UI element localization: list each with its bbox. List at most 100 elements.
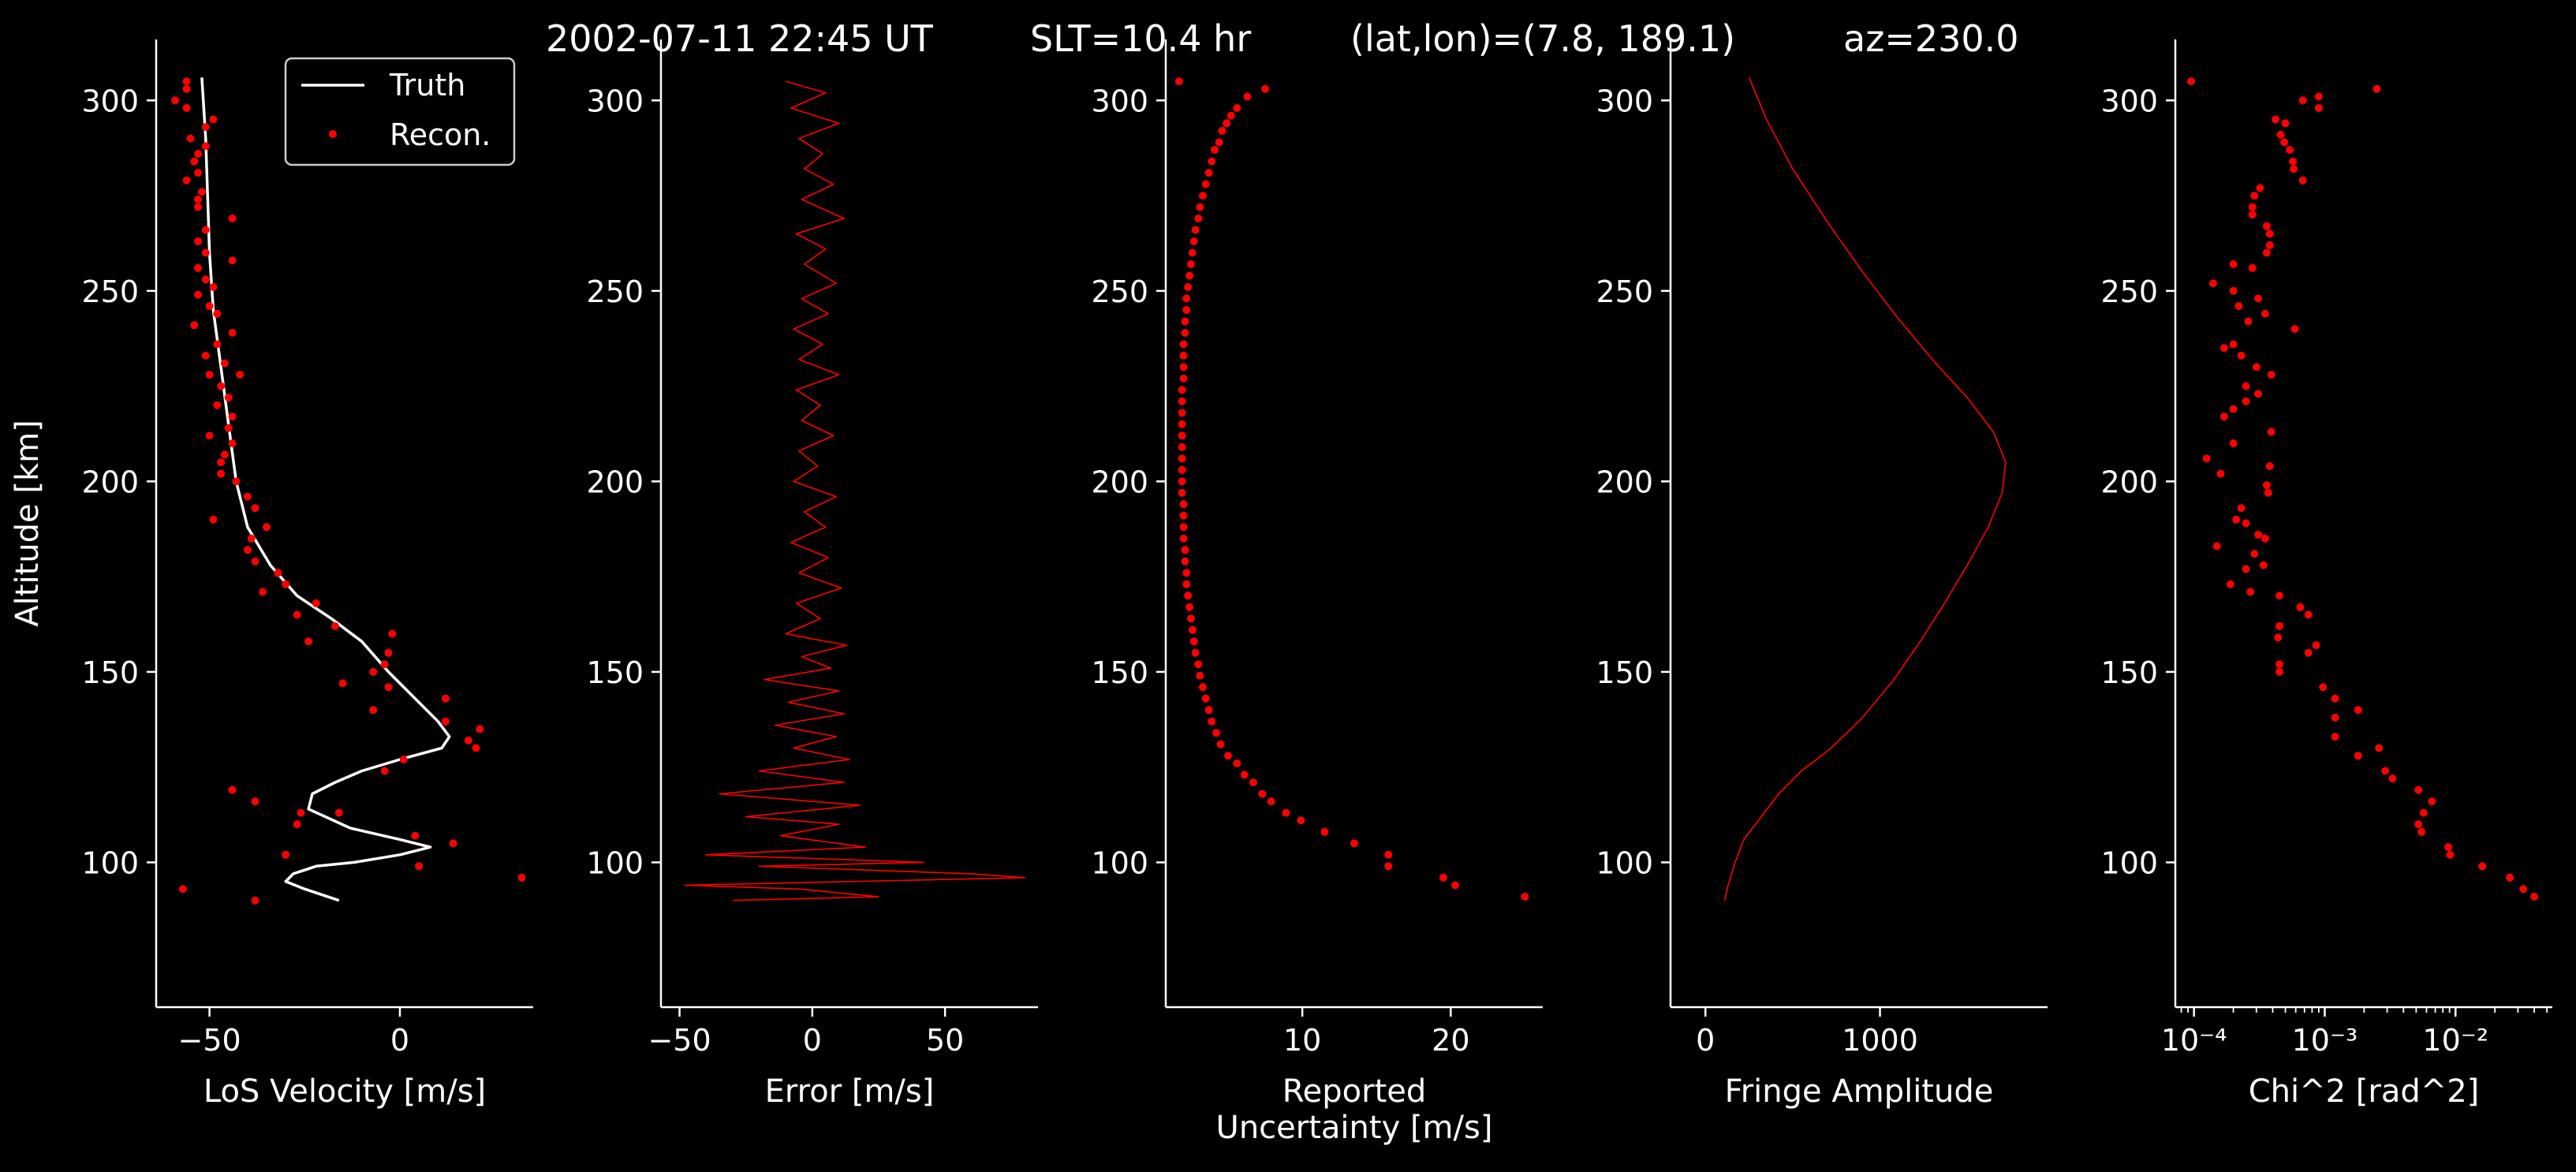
data-point <box>228 215 237 222</box>
data-point <box>182 176 191 185</box>
data-point <box>1178 420 1186 428</box>
data-point <box>2261 309 2269 318</box>
data-point <box>2275 667 2283 676</box>
data-point <box>2219 412 2228 421</box>
y-tick-label: 100 <box>81 845 139 880</box>
data-point <box>2212 542 2221 551</box>
data-point <box>2237 351 2246 360</box>
y-tick-label: 100 <box>2100 845 2158 880</box>
data-point <box>2419 808 2428 817</box>
data-point <box>205 302 214 311</box>
data-point <box>1191 648 1200 657</box>
data-point <box>2267 371 2275 379</box>
data-point <box>338 679 347 688</box>
data-point <box>1185 603 1194 611</box>
data-point <box>1201 694 1210 703</box>
data-point <box>2246 588 2255 596</box>
data-point <box>2264 488 2272 497</box>
data-point <box>2298 96 2307 105</box>
data-point <box>1384 862 1393 871</box>
y-tick-label: 200 <box>586 465 644 499</box>
data-point <box>293 820 301 829</box>
y-tick-label: 250 <box>2100 274 2158 309</box>
data-point <box>209 515 218 524</box>
data-point <box>2259 561 2268 569</box>
data-point <box>2229 405 2238 413</box>
data-point <box>1249 778 1257 786</box>
data-point <box>2265 230 2274 238</box>
data-point <box>190 321 199 330</box>
data-point <box>1178 431 1186 440</box>
data-point <box>251 504 259 513</box>
x-axis-label: Fringe Amplitude <box>1725 1073 1994 1110</box>
data-point <box>2262 248 2271 257</box>
x-tick-label: 0 <box>1696 1023 1715 1058</box>
x-tick-label: 0 <box>803 1023 822 1058</box>
data-point <box>2244 317 2253 326</box>
title-slt: SLT=10.4 hr <box>1030 17 1252 60</box>
data-point <box>297 808 305 817</box>
data-point <box>1215 138 1223 147</box>
data-point <box>2290 165 2298 174</box>
data-point <box>1182 306 1191 314</box>
data-point <box>2248 263 2257 272</box>
y-tick-label: 200 <box>1596 465 1653 499</box>
x-tick-label: 10⁻² <box>2422 1023 2488 1058</box>
data-point <box>293 610 301 619</box>
data-point <box>2229 340 2238 349</box>
data-point <box>201 123 210 132</box>
data-point <box>2290 325 2299 334</box>
data-point <box>2373 84 2381 93</box>
data-point <box>415 862 424 871</box>
data-point <box>243 546 252 554</box>
data-point <box>1243 92 1252 101</box>
y-tick-label: 250 <box>81 274 139 309</box>
data-point <box>228 412 237 421</box>
data-point <box>2208 279 2217 288</box>
data-point <box>2254 294 2263 303</box>
title-az: az=230.0 <box>1843 17 2019 60</box>
x-axis-label: Reported <box>1282 1073 1427 1110</box>
panel-5: 100 150 200 250 300 10⁻⁴ 10⁻³ 10⁻² Chi^2 [rad^2] <box>2100 39 2552 1110</box>
data-point <box>441 717 450 726</box>
data-point <box>1196 671 1204 680</box>
data-point <box>2304 610 2313 619</box>
data-point <box>201 142 210 151</box>
y-tick-label: 300 <box>81 84 139 118</box>
data-point <box>2331 733 2339 741</box>
data-point <box>2261 534 2269 543</box>
series-line-truth <box>200 77 451 902</box>
data-point <box>304 637 313 646</box>
data-point <box>178 885 187 894</box>
data-point <box>449 839 457 848</box>
data-point <box>2275 660 2283 669</box>
data-point <box>1174 77 1183 86</box>
data-point <box>251 896 259 905</box>
data-point <box>1178 465 1186 474</box>
data-point <box>247 534 256 543</box>
data-point <box>1188 625 1197 634</box>
y-tick-label: 200 <box>1091 465 1148 499</box>
data-point <box>1181 546 1189 554</box>
data-point <box>259 588 267 596</box>
data-point <box>205 371 214 379</box>
data-point <box>194 237 203 245</box>
data-point <box>2289 157 2297 166</box>
legend-recon-swatch <box>329 130 337 138</box>
data-point <box>1196 203 1204 211</box>
data-point <box>384 648 393 657</box>
data-point <box>224 394 233 402</box>
data-point <box>2232 515 2241 524</box>
data-point <box>2272 115 2279 124</box>
data-point <box>1178 397 1186 405</box>
data-point <box>201 248 210 257</box>
data-point <box>213 340 222 349</box>
data-point <box>194 290 203 299</box>
data-point <box>380 767 389 775</box>
data-point <box>263 523 271 532</box>
data-point <box>251 557 259 565</box>
data-point <box>194 203 203 211</box>
data-point <box>2314 104 2323 112</box>
series-line <box>1723 77 2007 901</box>
